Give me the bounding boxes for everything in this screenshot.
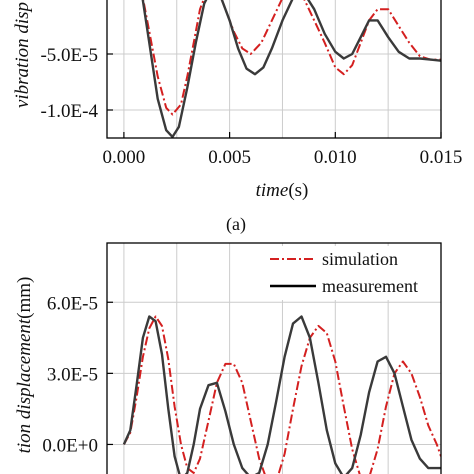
- plot-frame: [106, 0, 442, 139]
- x-tick-label: 0.000: [103, 147, 146, 168]
- chart-panel-b: 6.0E-5 3.0E-5 0.0E+0 tion displacement(mm)…: [14, 242, 442, 474]
- x-tick-label: 0.015: [420, 147, 463, 168]
- x-tick-label: 0.005: [208, 147, 251, 168]
- grid-lines: [107, 0, 442, 138]
- y-tick-label: 3.0E-5: [47, 364, 98, 385]
- x-axis-label-unit: (s): [288, 180, 308, 201]
- y-axis-ticks: -5.0E-5 -1.0E-4: [40, 45, 113, 122]
- x-axis-ticks: 0.000 0.005 0.010 0.015: [103, 132, 463, 168]
- chart-panel-a: 0.000 0.005 0.010 0.015 -5.0E-5 -1.0E-4 vibr…: [12, 0, 462, 235]
- series-line-simulation: [142, 0, 441, 116]
- series-lines: [141, 0, 441, 138]
- y-tick-label: 6.0E-5: [47, 293, 98, 314]
- x-tick-label: 0.010: [314, 147, 357, 168]
- legend-label-measurement: measurement: [322, 276, 418, 296]
- series-line-measurement: [122, 315, 441, 474]
- y-axis-label: tion displacement(mm): [14, 277, 35, 454]
- legend: simulation measurement: [266, 246, 438, 300]
- series-line-measurement: [141, 0, 441, 138]
- x-axis-label: time(s): [256, 180, 309, 201]
- y-axis-label: vibration disp: [12, 2, 33, 108]
- series-line-simulation: [123, 315, 441, 474]
- legend-box: [266, 246, 438, 300]
- y-axis-ticks: 6.0E-5 3.0E-5 0.0E+0: [42, 293, 113, 456]
- y-tick-label: -1.0E-4: [40, 101, 98, 122]
- plot-frame: [106, 242, 442, 474]
- series-lines: [122, 315, 441, 474]
- legend-label-simulation: simulation: [322, 249, 398, 269]
- x-axis-label-name: time: [256, 180, 289, 201]
- y-axis-label-name: tion displacement: [14, 318, 35, 453]
- y-tick-label: -5.0E-5: [40, 45, 98, 66]
- y-tick-label: 0.0E+0: [42, 435, 98, 456]
- y-axis-label-unit: (mm): [14, 277, 35, 319]
- panel-label: (a): [226, 214, 246, 235]
